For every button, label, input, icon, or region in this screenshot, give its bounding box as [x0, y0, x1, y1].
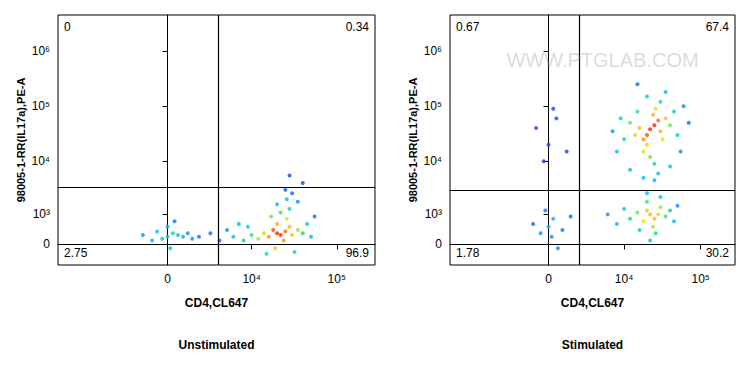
svg-text:WWW.PTGLAB.COM: WWW.PTGLAB.COM [506, 49, 698, 71]
svg-text:CD4,CL647: CD4,CL647 [185, 296, 249, 310]
svg-text:0.67: 0.67 [456, 20, 480, 34]
svg-text:0: 0 [545, 272, 552, 286]
svg-text:0: 0 [43, 237, 50, 251]
svg-text:10⁶: 10⁶ [32, 44, 50, 58]
svg-text:10⁵: 10⁵ [424, 99, 442, 113]
svg-text:96.9: 96.9 [346, 246, 370, 260]
svg-text:10³: 10³ [425, 207, 442, 221]
svg-text:10⁴: 10⁴ [31, 154, 50, 168]
svg-text:10⁶: 10⁶ [424, 44, 442, 58]
svg-text:0.34: 0.34 [346, 20, 370, 34]
svg-text:10⁴: 10⁴ [615, 272, 634, 286]
svg-text:0: 0 [164, 272, 171, 286]
svg-text:CD4,CL647: CD4,CL647 [561, 296, 625, 310]
svg-text:0: 0 [64, 20, 71, 34]
svg-text:10⁵: 10⁵ [328, 272, 346, 286]
svg-text:Unstimulated: Unstimulated [178, 338, 254, 352]
svg-text:Stimulated: Stimulated [562, 338, 623, 352]
svg-text:10⁵: 10⁵ [691, 272, 709, 286]
svg-text:98005-1-RR(IL17a),PE-A: 98005-1-RR(IL17a),PE-A [15, 78, 27, 203]
svg-text:0: 0 [435, 237, 442, 251]
svg-text:2.75: 2.75 [64, 246, 88, 260]
svg-text:67.4: 67.4 [706, 20, 730, 34]
svg-text:30.2: 30.2 [706, 246, 730, 260]
svg-text:1.78: 1.78 [456, 246, 480, 260]
svg-text:10⁴: 10⁴ [423, 154, 442, 168]
svg-text:10⁴: 10⁴ [242, 272, 261, 286]
svg-text:10³: 10³ [33, 207, 50, 221]
svg-text:10⁵: 10⁵ [32, 99, 50, 113]
svg-text:98005-1-RR(IL17a),PE-A: 98005-1-RR(IL17a),PE-A [407, 78, 419, 203]
